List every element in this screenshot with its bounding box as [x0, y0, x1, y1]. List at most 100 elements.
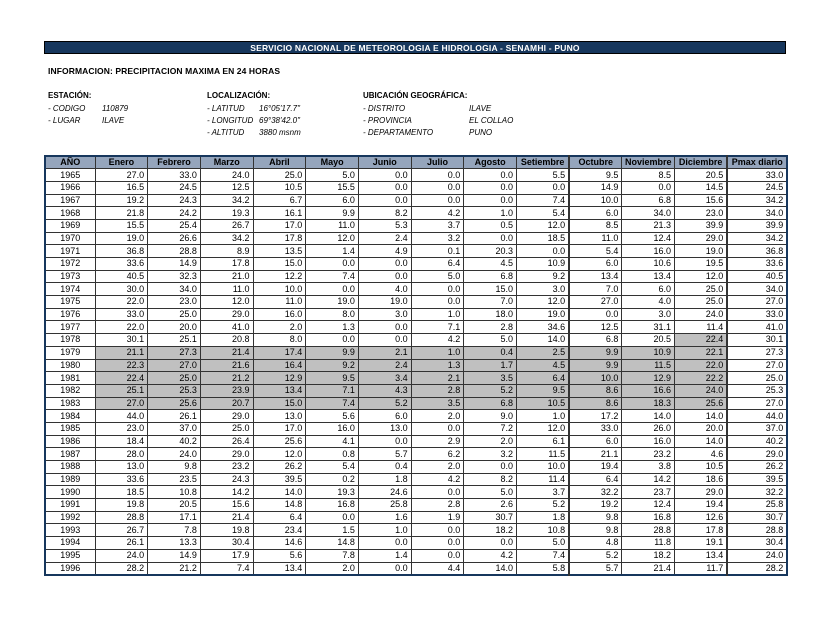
- value-cell-setiembre: 10.9: [516, 257, 570, 271]
- value-cell-noviembre: 23.7: [621, 485, 676, 500]
- table-row-1983: 1983 27.0 25.6 20.7 15.0 7.4 5.2 3.5 6.8 10.5 8.6 1…: [44, 396, 788, 411]
- pmax-cell: 34.2: [726, 231, 788, 246]
- value-cell-octubre: 0.0: [568, 307, 623, 322]
- table-body: 1965 27.0 33.0 24.0 25.0 5.0 0.0 0.0 0.0 5.5 9.5 8.…: [44, 168, 788, 576]
- value-cell-diciembre: 22.0: [674, 358, 728, 373]
- value-cell-diciembre: 13.4: [674, 548, 728, 563]
- value-cell-julio: 0.0: [410, 168, 465, 182]
- value-cell-abril: 2.0: [252, 320, 307, 335]
- value-cell-abril: 17.4: [252, 345, 307, 360]
- value-cell-octubre: 33.0: [568, 421, 623, 436]
- value-cell-mayo: 7.1: [305, 383, 359, 398]
- table-row-1993: 1993 26.7 7.8 19.8 23.4 1.5 1.0 0.0 18.2 10.8 9.8 2…: [44, 523, 788, 538]
- value-cell-octubre: 8.6: [568, 383, 623, 398]
- year-cell: 1982: [44, 383, 96, 398]
- value-cell-enero: 23.0: [94, 421, 149, 436]
- value-cell-enero: 18.5: [94, 485, 149, 500]
- value-cell-agosto: 20.3: [463, 244, 517, 258]
- value-cell-octubre: 4.8: [568, 536, 623, 550]
- value-cell-octubre: 19.2: [568, 498, 623, 512]
- value-cell-febrero: 17.1: [147, 510, 201, 525]
- value-cell-febrero: 21.2: [147, 561, 201, 576]
- value-cell-julio: 2.8: [410, 383, 465, 398]
- value-cell-octubre: 10.0: [568, 193, 623, 208]
- latitud-value: 16°05'17.7": [259, 104, 300, 113]
- pmax-cell: 30.1: [726, 333, 788, 347]
- value-cell-mayo: 5.0: [305, 168, 359, 182]
- value-cell-agosto: 3.2: [463, 447, 517, 461]
- value-cell-noviembre: 10.6: [621, 257, 676, 271]
- localization-heading: LOCALIZACIÓN:: [207, 91, 271, 100]
- year-cell: 1994: [44, 536, 96, 550]
- column-header-mayo: Mayo: [305, 155, 359, 170]
- table-row-1972: 1972 33.6 14.9 17.8 15.0 0.0 0.0 6.4 4.5 10.9 6.0 1…: [44, 257, 788, 271]
- distrito-row: - DISTRITO ILAVE: [363, 103, 513, 115]
- value-cell-setiembre: 5.0: [516, 536, 570, 550]
- value-cell-agosto: 15.0: [463, 282, 517, 297]
- column-header-pmax-diario: Pmax diario: [726, 155, 788, 170]
- value-cell-abril: 39.5: [252, 472, 307, 487]
- pmax-cell: 27.0: [726, 396, 788, 411]
- value-cell-junio: 0.0: [357, 269, 412, 284]
- value-cell-junio: 19.0: [357, 295, 412, 309]
- codigo-label: - CODIGO: [48, 104, 86, 113]
- year-cell: 1967: [44, 193, 96, 208]
- value-cell-mayo: 16.0: [305, 421, 359, 436]
- value-cell-mayo: 19.3: [305, 485, 359, 500]
- value-cell-enero: 27.0: [94, 396, 149, 411]
- station-info-block: ESTACIÓN: - CODIGO 110879 - LUGAR ILAVE: [48, 90, 128, 127]
- value-cell-marzo: 12.5: [199, 180, 254, 195]
- year-cell: 1973: [44, 269, 96, 284]
- value-cell-febrero: 34.0: [147, 282, 201, 297]
- value-cell-octubre: 21.1: [568, 447, 623, 461]
- value-cell-octubre: 14.9: [568, 180, 623, 195]
- value-cell-mayo: 0.0: [305, 510, 359, 525]
- table-row-1994: 1994 26.1 13.3 30.4 14.6 14.8 0.0 0.0 0.0 5.0 4.8 1…: [44, 536, 788, 550]
- table-row-1974: 1974 30.0 34.0 11.0 10.0 0.0 4.0 0.0 15.0 3.0 7.0 6…: [44, 282, 788, 297]
- value-cell-enero: 26.7: [94, 523, 149, 538]
- value-cell-agosto: 0.0: [463, 180, 517, 195]
- column-header-junio: Junio: [357, 155, 412, 170]
- value-cell-febrero: 24.2: [147, 206, 201, 220]
- value-cell-junio: 2.1: [357, 345, 412, 360]
- value-cell-junio: 4.0: [357, 282, 412, 297]
- value-cell-setiembre: 7.4: [516, 193, 570, 208]
- value-cell-abril: 14.6: [252, 536, 307, 550]
- value-cell-agosto: 7.2: [463, 421, 517, 436]
- geographic-location-block: UBICACIÓN GEOGRÁFICA: - DISTRITO ILAVE -…: [363, 90, 513, 139]
- value-cell-julio: 0.0: [410, 282, 465, 297]
- value-cell-marzo: 24.0: [199, 168, 254, 182]
- value-cell-abril: 13.4: [252, 561, 307, 576]
- year-cell: 1968: [44, 206, 96, 220]
- value-cell-marzo: 14.2: [199, 485, 254, 500]
- value-cell-marzo: 20.8: [199, 333, 254, 347]
- value-cell-marzo: 17.9: [199, 548, 254, 563]
- pmax-cell: 40.5: [726, 269, 788, 284]
- value-cell-marzo: 29.0: [199, 409, 254, 423]
- value-cell-junio: 0.0: [357, 193, 412, 208]
- value-cell-junio: 5.2: [357, 396, 412, 411]
- table-row-1969: 1969 15.5 25.4 26.7 17.0 11.0 5.3 3.7 0.5 12.0 8.5…: [44, 218, 788, 233]
- title-banner: SERVICIO NACIONAL DE METEOROLOGIA E HIDR…: [44, 41, 786, 54]
- value-cell-octubre: 6.8: [568, 333, 623, 347]
- value-cell-mayo: 5.4: [305, 460, 359, 474]
- value-cell-diciembre: 25.0: [674, 282, 728, 297]
- value-cell-febrero: 28.8: [147, 244, 201, 258]
- value-cell-octubre: 9.9: [568, 345, 623, 360]
- value-cell-abril: 10.0: [252, 282, 307, 297]
- value-cell-enero: 33.0: [94, 307, 149, 322]
- value-cell-febrero: 24.3: [147, 193, 201, 208]
- value-cell-enero: 22.3: [94, 358, 149, 373]
- value-cell-febrero: 26.1: [147, 409, 201, 423]
- value-cell-noviembre: 0.0: [621, 180, 676, 195]
- value-cell-julio: 3.5: [410, 396, 465, 411]
- table-row-1987: 1987 28.0 24.0 29.0 12.0 0.8 5.7 6.2 3.2 11.5 21.1…: [44, 447, 788, 461]
- value-cell-diciembre: 20.5: [674, 168, 728, 182]
- value-cell-enero: 19.0: [94, 231, 149, 246]
- value-cell-enero: 44.0: [94, 409, 149, 423]
- value-cell-mayo: 4.1: [305, 434, 359, 449]
- value-cell-febrero: 37.0: [147, 421, 201, 436]
- value-cell-setiembre: 7.4: [516, 548, 570, 563]
- value-cell-junio: 1.4: [357, 548, 412, 563]
- value-cell-diciembre: 10.5: [674, 460, 728, 474]
